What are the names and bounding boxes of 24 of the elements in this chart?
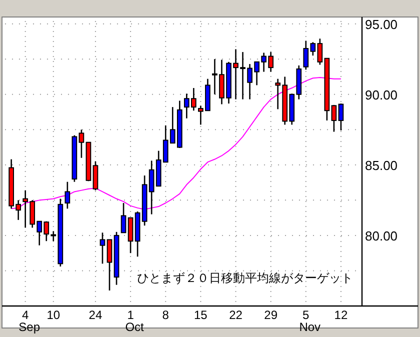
x-tick-label: 22 <box>229 308 243 322</box>
x-tick-label: 10 <box>46 308 60 322</box>
candlestick <box>92 160 98 191</box>
candlestick <box>120 202 126 234</box>
x-tick-label: 8 <box>162 308 170 322</box>
candlestick <box>128 217 134 254</box>
candlestick <box>106 239 112 292</box>
candlestick <box>331 104 337 132</box>
y-tick-label: 90.00 <box>365 87 398 102</box>
annotation: ひとまず２０日移動平均線がターゲット <box>137 271 353 285</box>
candlestick <box>338 102 344 131</box>
y-tick-label: 80.00 <box>365 228 398 244</box>
y-tick-label: 85.00 <box>365 158 398 173</box>
x-tick-label: 4 Sep <box>18 308 40 334</box>
candlestick <box>100 232 106 264</box>
candlestick <box>78 128 84 159</box>
x-tick-label: 24 <box>88 308 102 322</box>
y-tick-label: 95.00 <box>365 16 398 32</box>
x-tick-label: 29 <box>264 308 278 322</box>
x-tick-label: 5 Nov <box>299 308 321 334</box>
candlestick <box>64 181 70 210</box>
x-tick-label: 12 <box>334 308 348 322</box>
x-tick-label: 15 <box>194 308 208 322</box>
x-tick-label: 1 Oct <box>125 308 145 334</box>
